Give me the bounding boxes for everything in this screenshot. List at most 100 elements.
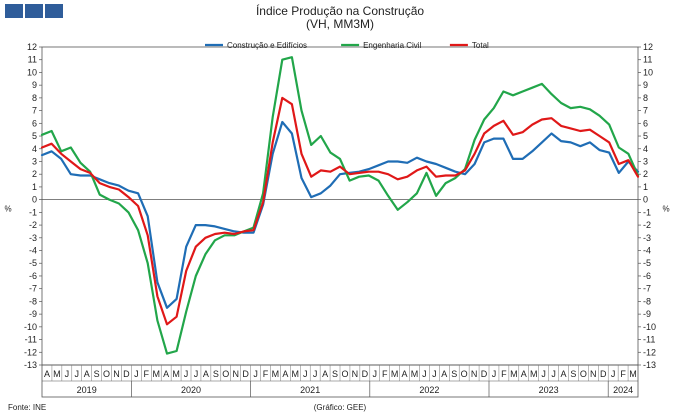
x-month-label: S [570, 369, 576, 379]
y-tick-label-right: -4 [643, 246, 651, 256]
x-month-label: J [541, 369, 546, 379]
x-year-label: 2019 [77, 385, 97, 395]
plot-frame [41, 46, 639, 366]
y-tick-label-left: -11 [25, 335, 37, 345]
x-month-label: O [461, 369, 468, 379]
y-tick-label-left: 4 [32, 144, 37, 154]
x-month-label: M [172, 369, 180, 379]
y-tick-label-right: 2 [643, 169, 648, 179]
y-tick-label-left: -13 [24, 360, 37, 370]
y-tick-label-right: 7 [643, 106, 648, 116]
x-month-label: J [373, 369, 378, 379]
x-month-label: F [501, 369, 507, 379]
y-tick-label-right: -2 [643, 220, 651, 230]
x-month-label: F [263, 369, 269, 379]
y-tick-label-right: -8 [643, 296, 651, 306]
y-tick-label-right: -11 [643, 335, 655, 345]
x-month-label: N [113, 369, 120, 379]
x-month-label: M [411, 369, 419, 379]
x-month-label: F [382, 369, 388, 379]
x-month-label: M [292, 369, 300, 379]
x-month-label: N [232, 369, 239, 379]
x-month-label: J [65, 369, 70, 379]
legend-label-engenharia: Engenharia Civil [363, 41, 421, 50]
chart-title: Índice Produção na Construção [255, 4, 425, 18]
x-month-label: D [600, 369, 607, 379]
x-month-label: O [580, 369, 587, 379]
y-tick-label-left: -10 [24, 322, 37, 332]
y-tick-label-left: 7 [32, 106, 37, 116]
x-month-label: A [282, 369, 288, 379]
x-month-label: M [391, 369, 399, 379]
x-year-label: 2024 [613, 385, 633, 395]
x-month-label: J [75, 369, 80, 379]
logo-block [45, 4, 63, 18]
x-month-label: J [432, 369, 437, 379]
series-line-construcao [40, 120, 640, 309]
y-tick-label-left: 11 [28, 55, 37, 65]
y-tick-label-right: 10 [643, 67, 653, 77]
x-month-label: A [322, 369, 328, 379]
x-year-label: 2023 [539, 385, 559, 395]
y-tick-label-left: 8 [32, 93, 37, 103]
x-month-label: N [352, 369, 359, 379]
y-tick-label-left: -9 [29, 309, 37, 319]
x-month-label: J [194, 369, 199, 379]
y-tick-label-right: -13 [643, 360, 656, 370]
y-tick-label-right: -7 [643, 284, 651, 294]
y-axis-unit-left: % [4, 205, 11, 214]
x-year-label: 2020 [181, 385, 201, 395]
x-month-label: A [84, 369, 90, 379]
y-tick-label-left: -5 [29, 258, 37, 268]
x-month-label: D [481, 369, 488, 379]
y-tick-label-right: 1 [643, 182, 648, 192]
x-month-label: J [492, 369, 497, 379]
y-tick-label-left: -7 [29, 284, 37, 294]
y-tick-label-left: -3 [29, 233, 37, 243]
logo-block [5, 4, 23, 18]
y-tick-label-left: 2 [32, 169, 37, 179]
y-tick-label-left: -8 [29, 296, 37, 306]
x-month-label: F [144, 369, 150, 379]
y-tick-label-right: -10 [643, 322, 656, 332]
x-month-label: M [53, 369, 61, 379]
x-month-label: D [123, 369, 130, 379]
y-tick-label-right: 12 [643, 42, 653, 52]
y-axis-unit-right: % [662, 205, 669, 214]
y-tick-label-right: -6 [643, 271, 651, 281]
x-month-label: S [451, 369, 457, 379]
y-tick-label-right: 8 [643, 93, 648, 103]
x-month-label: N [471, 369, 478, 379]
y-tick-label-left: 0 [32, 195, 37, 205]
credit-note: (Gráfico: GEE) [313, 403, 367, 412]
x-month-label: M [272, 369, 280, 379]
y-tick-label-left: 12 [27, 42, 37, 52]
ine-logo [5, 4, 63, 18]
x-month-label: O [341, 369, 348, 379]
y-tick-label-right: 11 [643, 55, 652, 65]
series-line-total [40, 96, 640, 326]
y-tick-label-right: 5 [643, 131, 648, 141]
x-month-label: D [242, 369, 249, 379]
y-tick-label-left: 3 [32, 156, 37, 166]
chart-subtitle: (VH, MM3M) [306, 17, 374, 31]
x-month-label: S [332, 369, 338, 379]
x-month-label: M [530, 369, 538, 379]
y-tick-label-right: -9 [643, 309, 651, 319]
x-month-label: J [303, 369, 308, 379]
x-month-label: J [134, 369, 139, 379]
x-month-label: J [551, 369, 556, 379]
x-month-label: A [441, 369, 447, 379]
source-note: Fonte: INE [8, 403, 47, 412]
y-tick-label-right: 3 [643, 156, 648, 166]
x-month-label: M [629, 369, 637, 379]
y-tick-label-right: 4 [643, 144, 648, 154]
x-month-label: D [362, 369, 369, 379]
y-tick-label-left: 1 [32, 182, 37, 192]
x-month-label: M [152, 369, 160, 379]
y-tick-label-left: 5 [32, 131, 37, 141]
x-month-label: J [422, 369, 427, 379]
x-month-label: J [313, 369, 318, 379]
x-month-label: A [521, 369, 527, 379]
